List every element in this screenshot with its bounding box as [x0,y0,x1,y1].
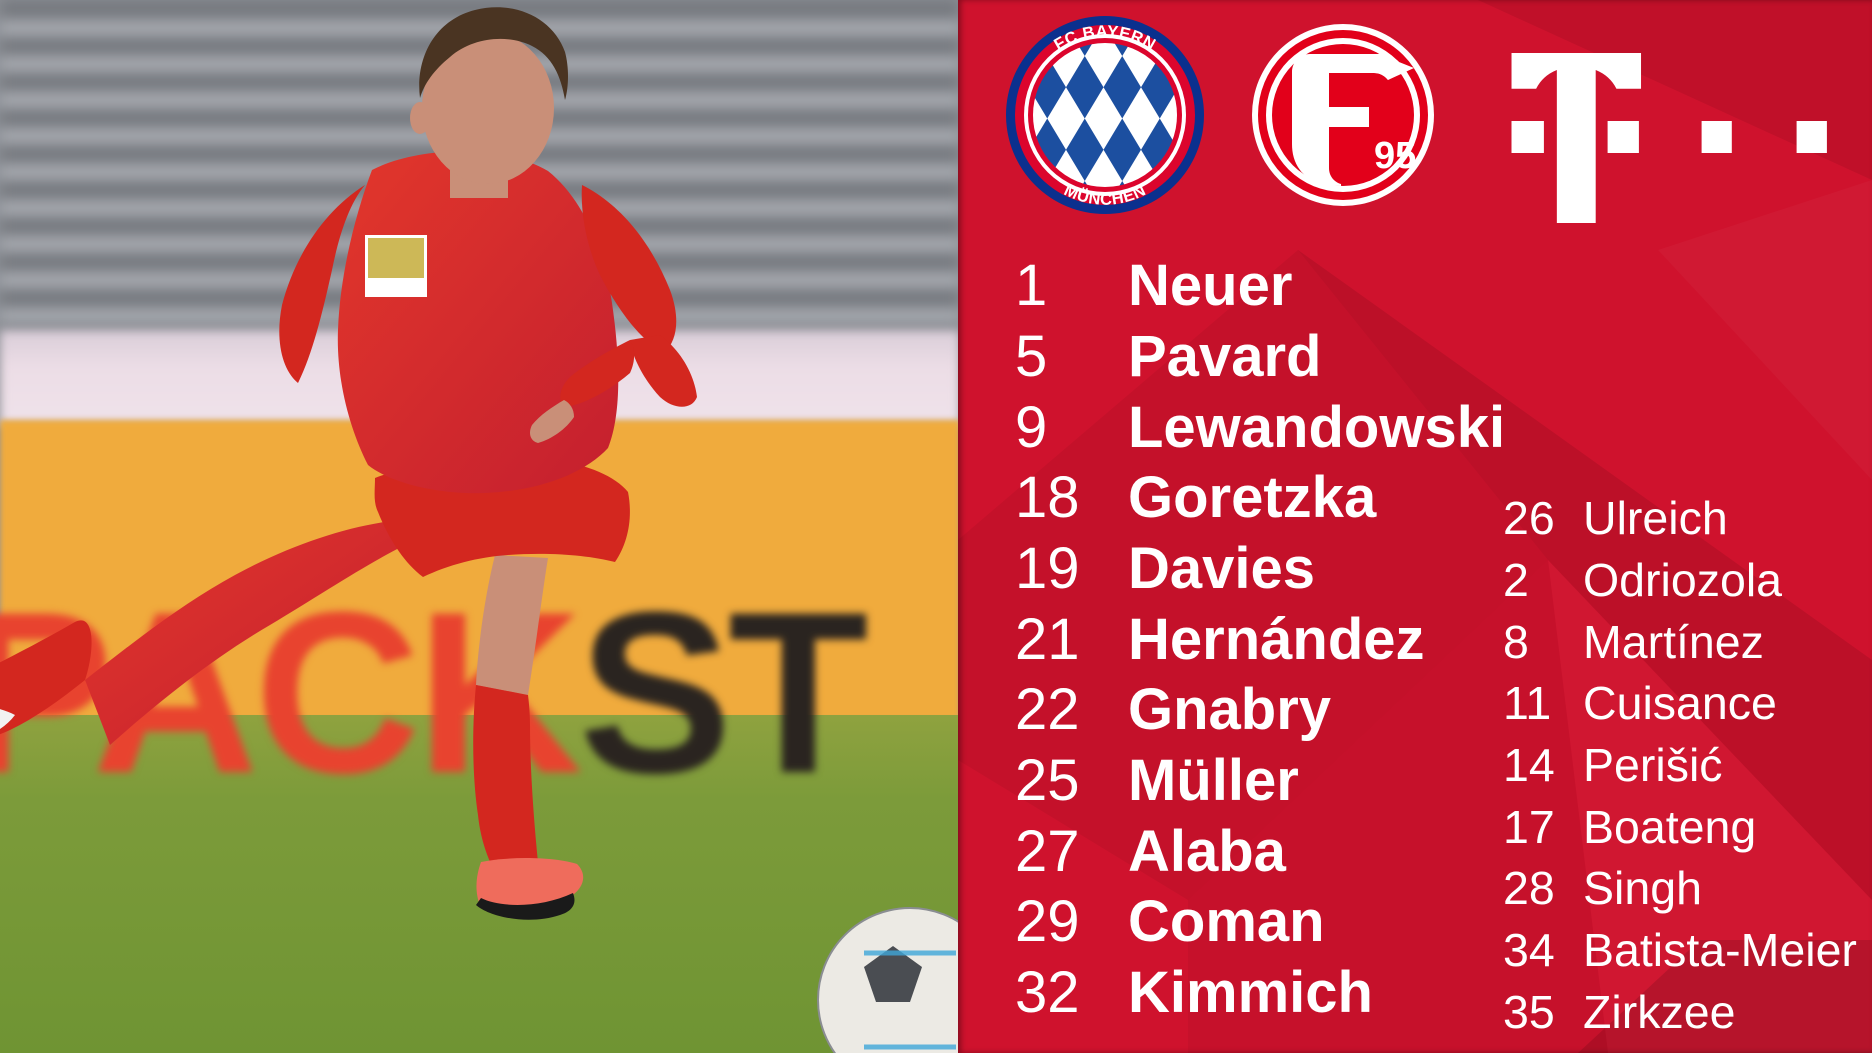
svg-text:95: 95 [1374,135,1416,177]
